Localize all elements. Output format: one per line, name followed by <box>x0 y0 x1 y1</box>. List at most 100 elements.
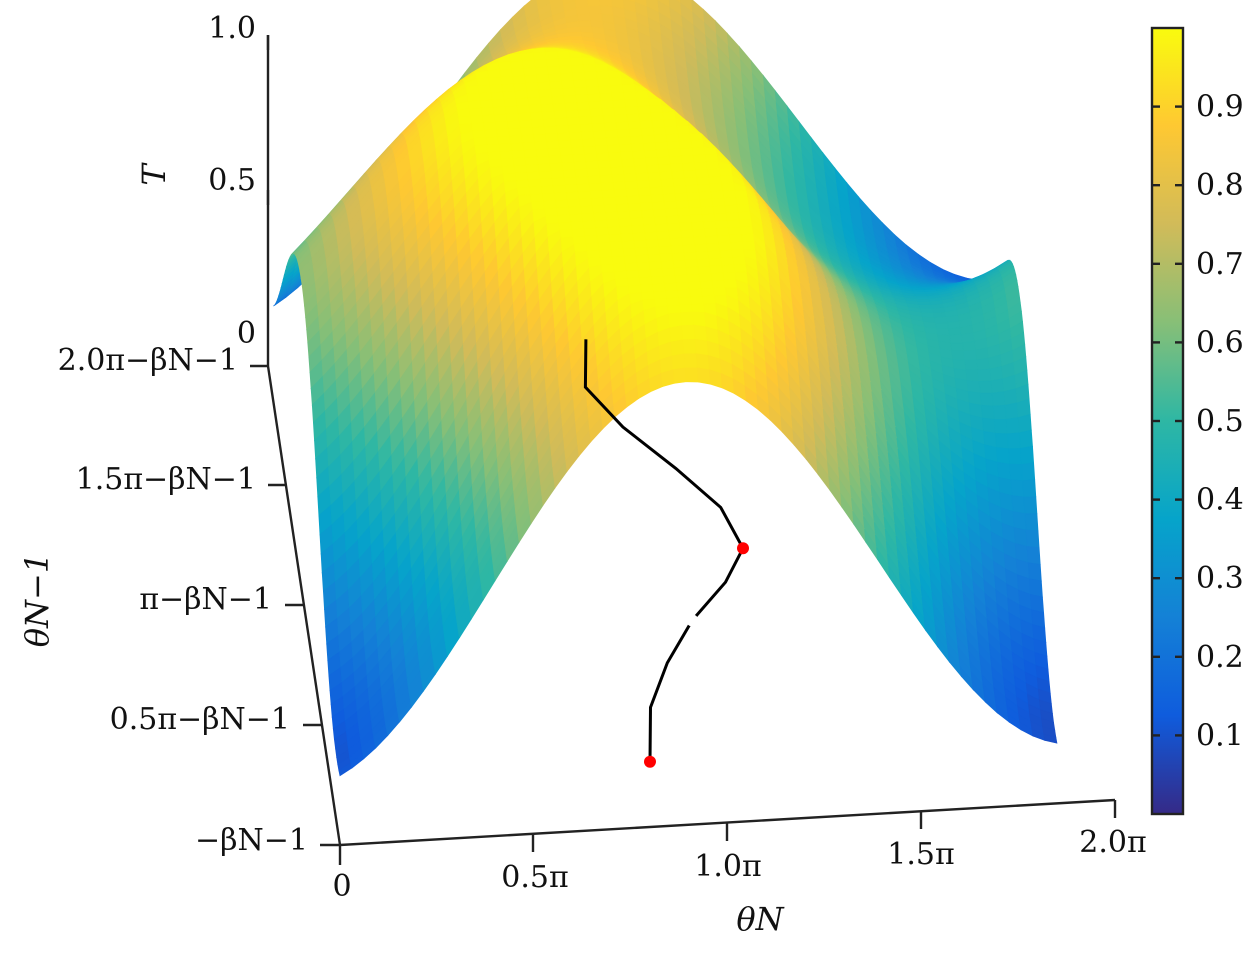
surface-patch <box>599 256 614 266</box>
y-tick-label-2: π−βN−1 <box>139 582 272 617</box>
surface-patch <box>558 58 572 67</box>
surface-patch <box>723 279 738 289</box>
surface-patch <box>472 130 487 139</box>
surface-patch <box>619 225 634 235</box>
surface-patch <box>1026 546 1041 565</box>
surface-patch <box>628 128 643 138</box>
z-axis-label: T <box>135 162 173 186</box>
surface-patch <box>710 272 725 282</box>
surface-patch <box>637 269 652 279</box>
surface-patch <box>671 170 686 180</box>
surface-patch <box>549 80 564 90</box>
surface-patch <box>527 97 542 106</box>
surface-patch <box>559 147 574 157</box>
surface-patch <box>596 70 611 80</box>
surface-patch <box>597 78 612 88</box>
surface-patch <box>602 196 617 206</box>
surface-patch <box>531 119 545 129</box>
surface-patch <box>623 255 638 265</box>
surface-patch <box>597 241 612 251</box>
surface-patch <box>600 100 615 110</box>
surface-patch <box>691 303 706 314</box>
surface-patch <box>663 200 678 210</box>
y-axis-label: θN−1 <box>18 553 56 647</box>
surface-patch <box>694 161 709 171</box>
surface-patch <box>1003 388 1018 406</box>
surface-patch <box>691 221 706 231</box>
surface-patch <box>699 198 714 208</box>
surface-patch <box>719 249 734 259</box>
surface-patch <box>607 144 622 154</box>
surface-patch <box>566 191 580 201</box>
surface-patch <box>601 264 615 274</box>
surface-patch <box>720 257 735 267</box>
surface-patch <box>597 160 612 169</box>
path-marker-end <box>737 542 749 555</box>
surface-patch <box>645 239 660 249</box>
surface-patch <box>672 177 687 187</box>
surface-patch <box>508 127 523 137</box>
surface-patch <box>554 117 569 127</box>
surface-patch <box>610 166 625 176</box>
surface-patch <box>684 177 699 187</box>
surface-patch <box>606 137 621 147</box>
surface-patch <box>683 251 698 261</box>
surface-patch <box>673 185 688 195</box>
surface-patch <box>584 153 599 163</box>
surface-patch <box>701 213 716 223</box>
surface-patch <box>963 349 978 361</box>
surface-patch <box>540 103 555 113</box>
surface-patch <box>1009 463 1024 482</box>
surface-patch <box>680 229 695 239</box>
surface-patch <box>672 367 687 384</box>
surface-patch <box>667 304 682 315</box>
surface-patch <box>563 176 578 186</box>
x-tick-label-3: 1.5π <box>887 837 954 872</box>
surface-patch <box>531 201 546 211</box>
surface-patch <box>709 183 724 193</box>
surface-patch <box>654 216 669 226</box>
surface-patch <box>574 86 589 96</box>
surface-patch <box>557 214 572 224</box>
surface-patch <box>735 196 750 206</box>
x-axis-label: θN <box>736 900 784 938</box>
surface-patch <box>641 209 656 219</box>
surface-patch <box>584 71 599 81</box>
surface-patch <box>512 157 527 167</box>
surface-patch <box>585 78 600 88</box>
surface-patch <box>669 237 684 247</box>
surface-patch <box>599 174 614 184</box>
surface-patch <box>495 121 510 131</box>
surface-patch <box>576 101 591 111</box>
surface-patch <box>562 169 577 179</box>
surface-patch <box>717 234 732 244</box>
surface-patch <box>636 98 651 108</box>
surface-patch <box>593 212 608 222</box>
surface-patch <box>644 149 659 159</box>
surface-patch <box>549 162 564 172</box>
surface-patch <box>628 284 643 294</box>
surface-patch <box>674 274 689 284</box>
surface-patch <box>568 31 583 38</box>
surface-patch <box>653 208 667 218</box>
surface-patch <box>469 107 484 117</box>
surface-patch <box>689 288 704 298</box>
surface-patch <box>536 74 551 84</box>
surface-patch <box>477 85 492 94</box>
surface-patch <box>581 131 596 141</box>
surface-patch <box>655 223 670 233</box>
surface-patch <box>553 110 568 120</box>
surface-patch <box>964 359 979 371</box>
surface-patch <box>525 82 540 92</box>
surface-patch <box>556 50 571 60</box>
surface-patch <box>609 241 624 251</box>
surface-patch <box>457 108 472 118</box>
colorbar-tick-label: 0.9 <box>1196 90 1244 125</box>
surface-patch <box>647 172 662 181</box>
surface-patch <box>716 227 731 237</box>
surface-patch <box>482 114 497 124</box>
y-tick-label-1: 0.5π−βN−1 <box>110 702 290 737</box>
surface-patch <box>1021 462 1036 482</box>
surface-patch <box>697 183 712 193</box>
surface-patch <box>689 214 704 224</box>
